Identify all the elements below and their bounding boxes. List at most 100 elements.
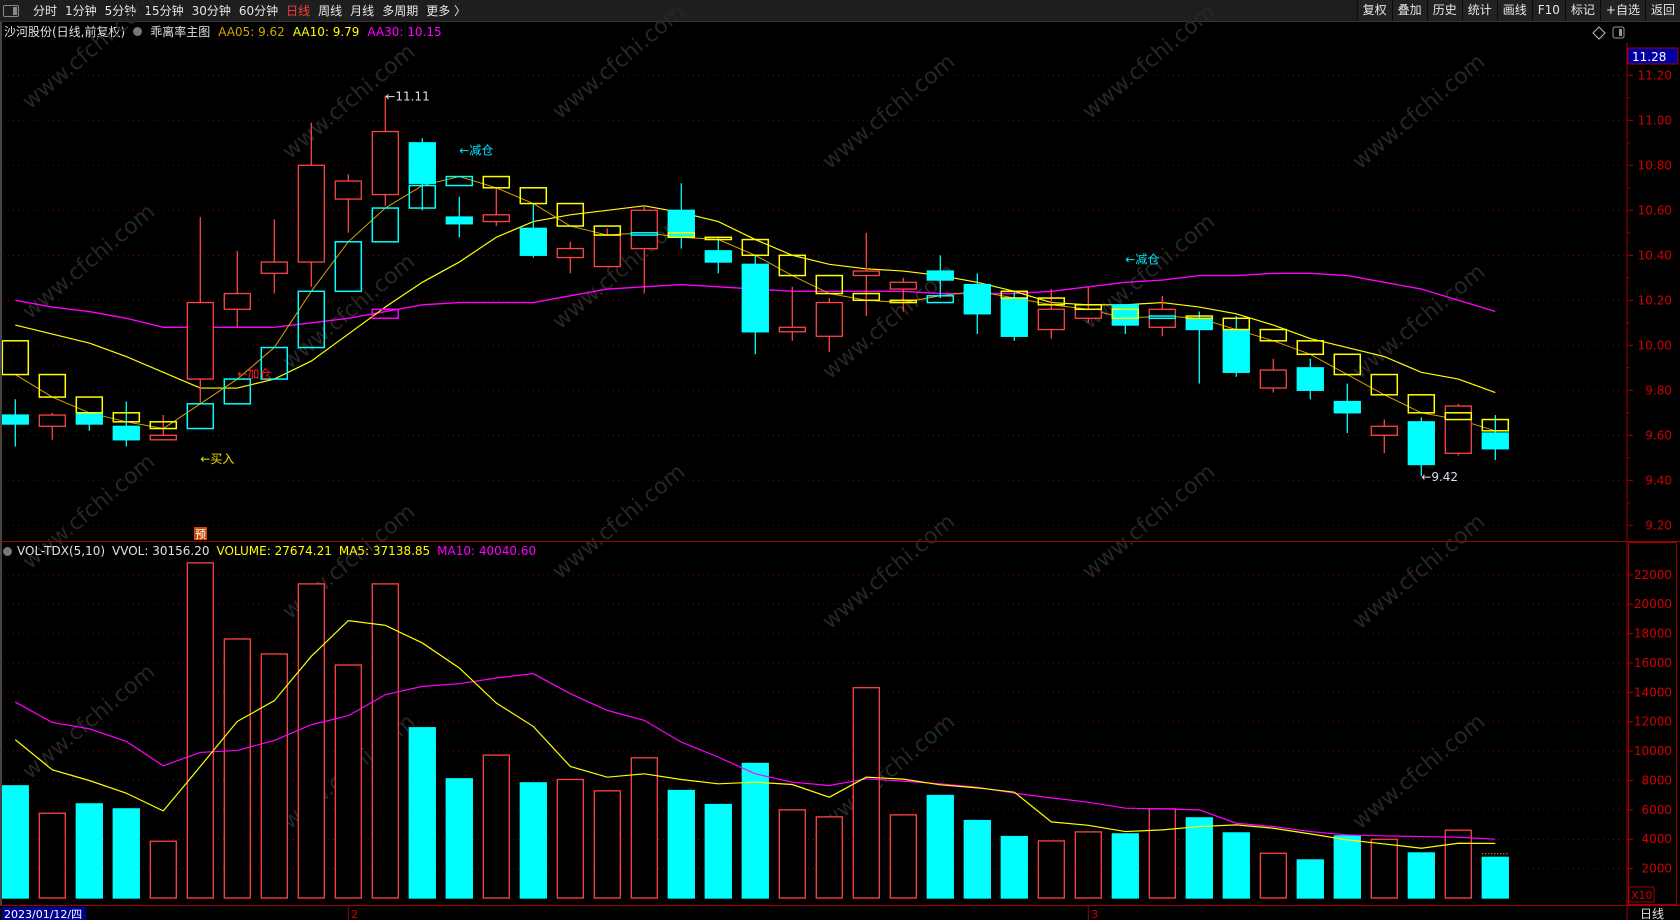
watermark-text: www.cfchi.com [1348, 259, 1490, 384]
candle [112, 401, 140, 447]
candle [1333, 383, 1361, 434]
toolbar-action-button[interactable]: F10 [1531, 0, 1565, 21]
aa05-box [1481, 418, 1510, 432]
candle-body [1444, 405, 1472, 454]
candle-body [297, 164, 325, 263]
aa05-box [667, 232, 696, 239]
volume-bar [1259, 852, 1287, 899]
period-tab[interactable]: 5分钟 [104, 4, 137, 18]
candle [593, 228, 621, 268]
toolbar-action-button[interactable]: 返回 [1644, 0, 1680, 21]
aa05-box [1222, 317, 1251, 331]
watermark-text: www.cfchi.com [818, 49, 960, 174]
candle-body [482, 214, 510, 223]
toolbar-action-button[interactable]: 标记 [1564, 0, 1600, 21]
volume-tick-label: 18000 [1634, 627, 1672, 641]
chart-annotation: ←减仓 [459, 144, 493, 158]
candle [1222, 316, 1250, 377]
candle-body [112, 425, 140, 441]
vvol-value: VVOL: 30156.20 [112, 544, 210, 558]
aa30-value: AA30: 10.15 [367, 24, 442, 39]
period-tab[interactable]: 日线 [286, 4, 311, 18]
current-price-box [1627, 47, 1679, 65]
period-tab[interactable]: 30分钟 [191, 4, 231, 18]
candle [1444, 403, 1472, 456]
volume-bar [630, 757, 658, 899]
aa05-box [445, 175, 474, 187]
aa05-box [223, 378, 252, 405]
candle [519, 203, 547, 258]
diamond-icon[interactable] [1592, 26, 1606, 40]
candle-body [1, 414, 29, 425]
forecast-badge-label: 预 [195, 528, 206, 541]
candle-body [593, 234, 621, 268]
candle [297, 122, 325, 287]
volume-bar [741, 762, 769, 899]
candle-body [1370, 425, 1398, 436]
candle [1185, 311, 1213, 384]
period-tab[interactable]: 多周期 [382, 4, 419, 18]
toolbar-action-button[interactable]: 统计 [1461, 0, 1497, 21]
toolbar-action-button[interactable]: 叠加 [1391, 0, 1427, 21]
volume-tick-label: 16000 [1634, 656, 1672, 670]
indicator-name[interactable]: 乖离率主图 [150, 25, 211, 39]
watermark-text: www.cfchi.com [818, 509, 960, 634]
candle [75, 412, 103, 431]
watermark-text: www.cfchi.com [548, 0, 690, 125]
watermark-text: www.cfchi.com [1348, 509, 1490, 634]
volume-tick-label: 6000 [1641, 803, 1672, 817]
period-tab[interactable]: 15分钟 [144, 4, 184, 18]
watermark-text: www.cfchi.com [1348, 709, 1490, 834]
toolbar-action-button[interactable]: 历史 [1426, 0, 1462, 21]
candle-body [778, 326, 806, 333]
volume-bar [593, 790, 621, 899]
volume-indicator-name[interactable]: VOL-TDX(5,10) [17, 544, 106, 558]
toolbar-action-button[interactable]: 复权 [1356, 0, 1392, 21]
toolbar-action-button[interactable]: 画线 [1496, 0, 1532, 21]
panel-icon[interactable] [1612, 26, 1625, 39]
volume-bar [963, 819, 991, 899]
ma10-value: MA10: 40040.60 [437, 544, 537, 558]
volume-tick-label: 14000 [1634, 685, 1672, 699]
aa05-box [297, 290, 326, 349]
dropdown-circle-icon[interactable] [133, 27, 143, 36]
volume-bar [1370, 838, 1398, 899]
candle-body [1407, 421, 1435, 466]
price-tick-label: 11.20 [1638, 68, 1672, 82]
volume-tick-label: 12000 [1634, 715, 1672, 729]
toolbar-action-button[interactable]: +自选 [1599, 0, 1645, 21]
volume-bar [1148, 808, 1176, 899]
axes: 11.20 11.00 10.80 10.60 10.40 10.20 10.00 9.80 9… [0, 22, 1680, 920]
period-tab[interactable]: 1分钟 [65, 4, 97, 18]
aa05-box [260, 346, 289, 380]
aa05-value: AA05: 9.62 [218, 24, 285, 39]
volume-bar [704, 803, 732, 899]
period-tab[interactable]: 月线 [350, 4, 375, 18]
price-tick-label: 10.60 [1638, 203, 1672, 217]
price-tick-label: 10.80 [1638, 158, 1672, 172]
price-tick-label: 9.60 [1645, 428, 1672, 442]
volume-bar [815, 816, 843, 899]
month-label: 3 [1091, 908, 1098, 920]
candle-body [260, 261, 288, 274]
period-tab[interactable]: 周线 [318, 4, 343, 18]
volume-bar [1444, 829, 1472, 899]
price-tick-label: 10.20 [1638, 293, 1672, 307]
panel-toggle-icon[interactable] [3, 4, 19, 17]
candle [1481, 415, 1509, 461]
period-tab[interactable]: 分时 [33, 4, 58, 18]
candle-body [926, 270, 954, 281]
period-tab[interactable]: 更多 〉 [426, 4, 467, 18]
aa05-box [334, 241, 363, 293]
period-tab[interactable]: 60分钟 [238, 4, 279, 18]
aa05-box [704, 236, 733, 241]
watermark-text: www.cfchi.com [548, 459, 690, 584]
month-label: 2 [351, 908, 358, 920]
candle-body [1333, 400, 1361, 414]
aa05-box [1185, 315, 1214, 320]
candle [260, 219, 288, 294]
start-date-box [2, 907, 86, 920]
candle [1, 399, 29, 447]
dropdown-circle-icon[interactable] [3, 546, 12, 556]
